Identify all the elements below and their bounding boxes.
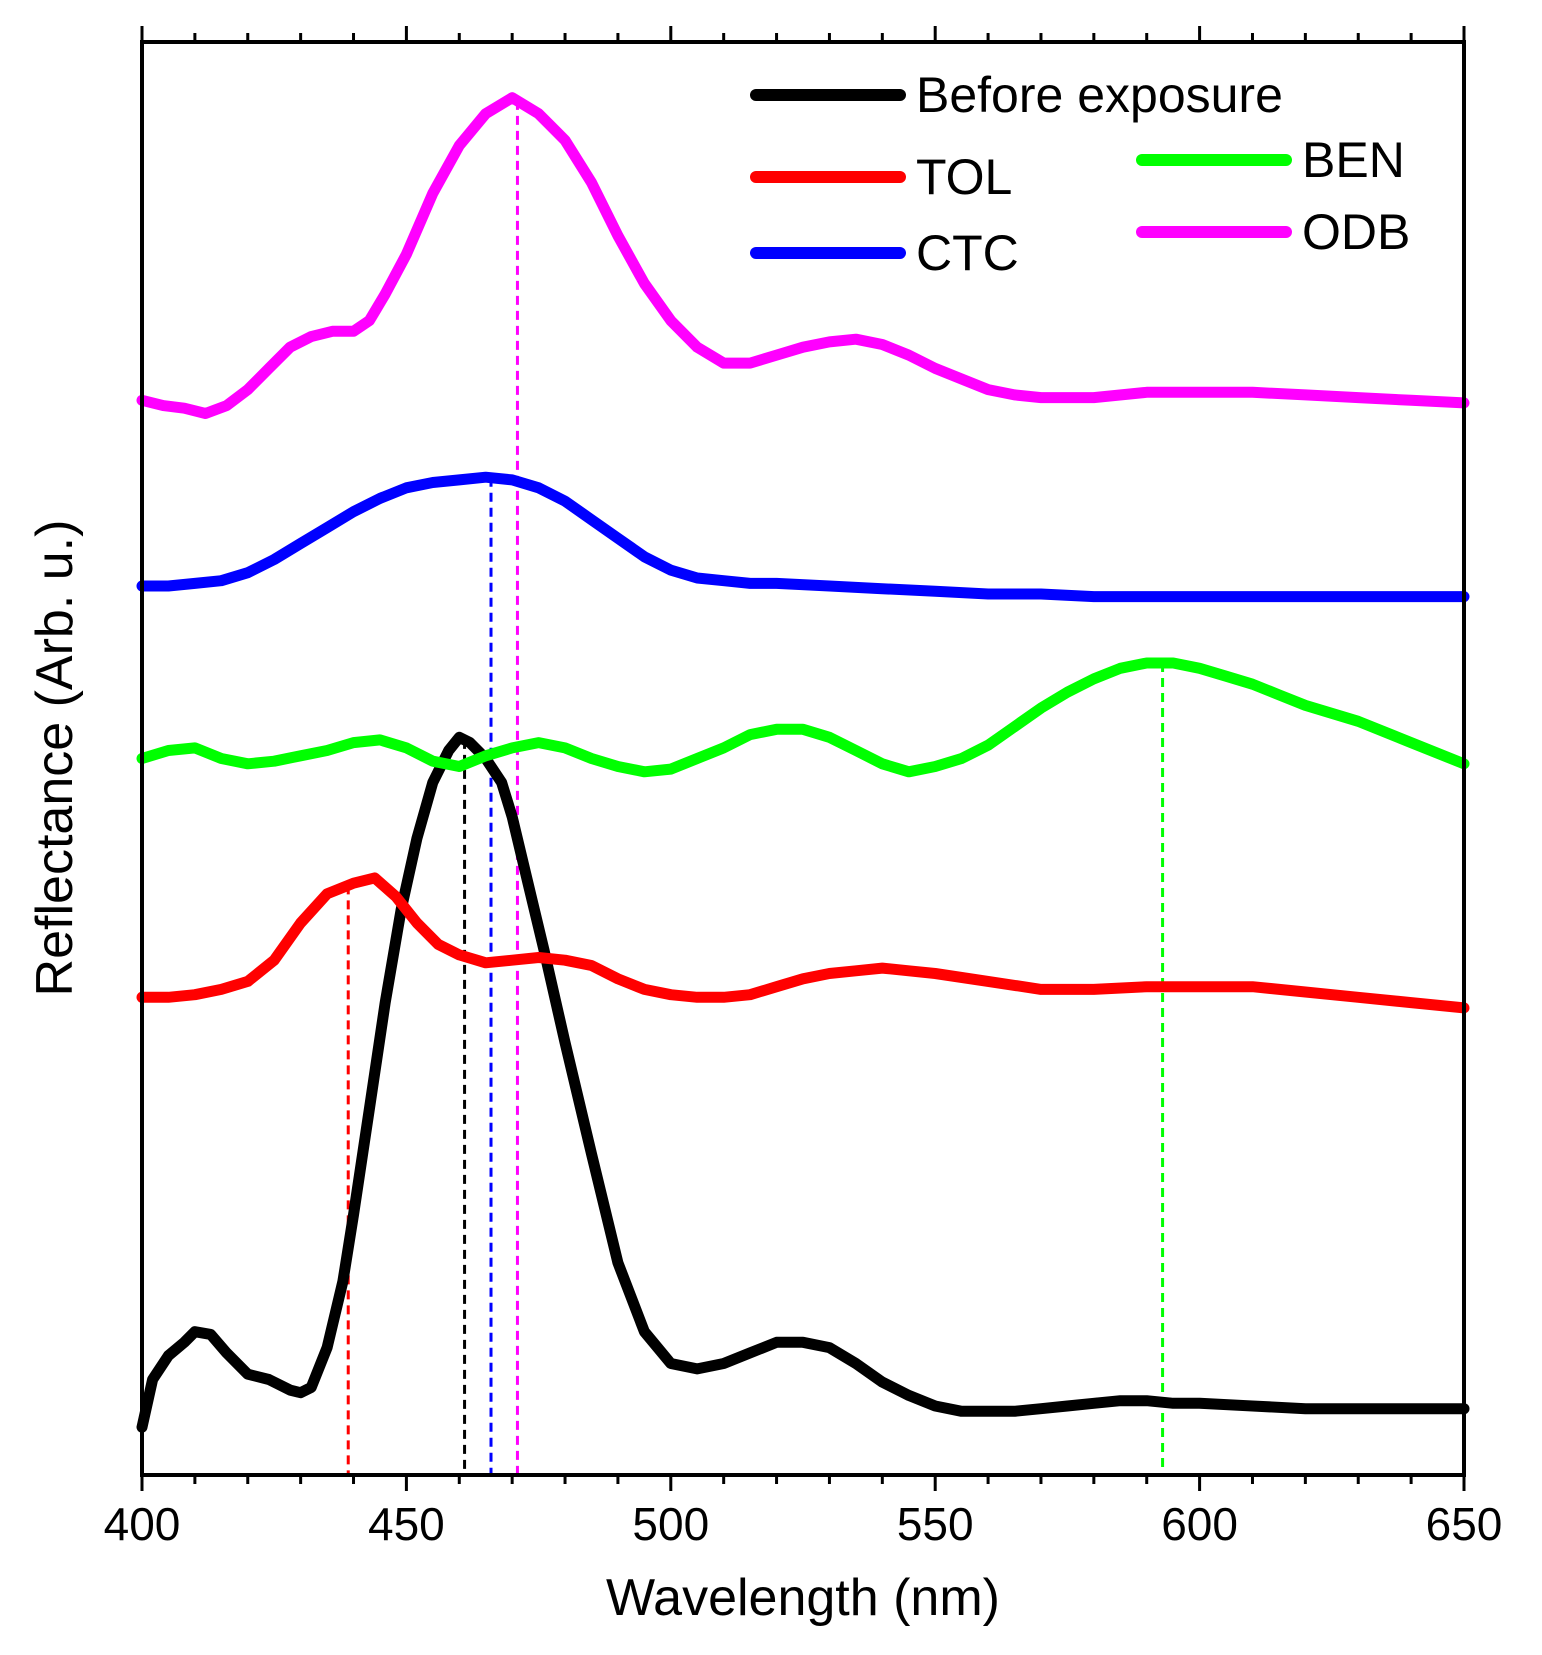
series-lines (136, 92, 1470, 1433)
series-line-ben (136, 657, 1470, 778)
series-line-ctc (136, 471, 1470, 603)
legend-label-tol: TOL (916, 149, 1012, 205)
x-tick-labels: 400 450 500 550 600 650 (104, 1498, 1503, 1550)
legend: Before exposure TOL CTC BEN ODB (750, 67, 1410, 281)
x-tick-label: 450 (368, 1498, 445, 1550)
x-tick-label: 600 (1161, 1498, 1238, 1550)
series-line-before-exposure (136, 731, 1470, 1433)
legend-label-odb: ODB (1302, 204, 1410, 260)
series-line-odb (136, 92, 1470, 419)
legend-label-before-exposure: Before exposure (916, 67, 1283, 123)
plot-frame (140, 40, 1466, 1477)
series-line-tol (136, 872, 1470, 1014)
x-tick-label: 400 (104, 1498, 181, 1550)
x-tick-label: 550 (897, 1498, 974, 1550)
y-axis-label: Reflectance (Arb. u.) (26, 520, 84, 997)
x-tick-label: 500 (632, 1498, 709, 1550)
x-axis-label: Wavelength (nm) (606, 1569, 1000, 1627)
x-tick-label: 650 (1426, 1498, 1503, 1550)
axis-ticks (140, 26, 1466, 1491)
reference-lines (346, 100, 1165, 1475)
legend-label-ben: BEN (1302, 132, 1405, 188)
legend-label-ctc: CTC (916, 225, 1019, 281)
